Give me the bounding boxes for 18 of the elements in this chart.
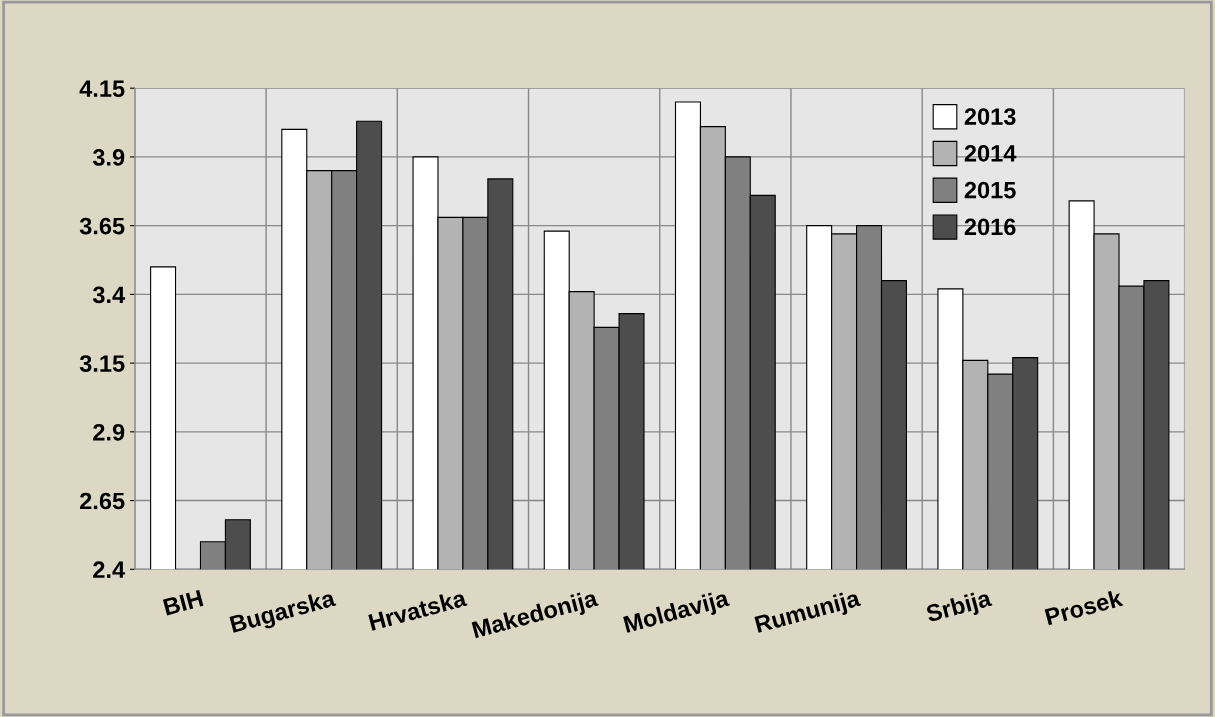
y-tick-label: 3.65 — [79, 217, 125, 235]
x-tick-label: Prosek — [1044, 588, 1124, 626]
legend-label: 2014 — [964, 144, 1017, 162]
legend-label: 2013 — [964, 108, 1016, 125]
x-tick-label: Bugarska — [229, 588, 338, 638]
x-tick-label: Hrvatska — [368, 588, 468, 631]
legend-label: 2016 — [964, 218, 1016, 236]
y-tick-label: 2.9 — [93, 423, 125, 441]
y-tick-label: 3.4 — [92, 286, 126, 304]
y-tick-label: 2.65 — [80, 492, 125, 510]
x-tick-label: Srbija — [925, 588, 994, 627]
y-tick-label: 2.4 — [93, 561, 126, 578]
x-tick-label: Moldavija — [622, 588, 732, 638]
y-tick-label: 4.15 — [79, 80, 125, 97]
x-tick-label: BIH — [162, 589, 204, 616]
y-tick-label: 3.15 — [79, 355, 125, 372]
legend-label: 2015 — [964, 181, 1016, 199]
y-tick-label: 3.9 — [92, 148, 125, 166]
